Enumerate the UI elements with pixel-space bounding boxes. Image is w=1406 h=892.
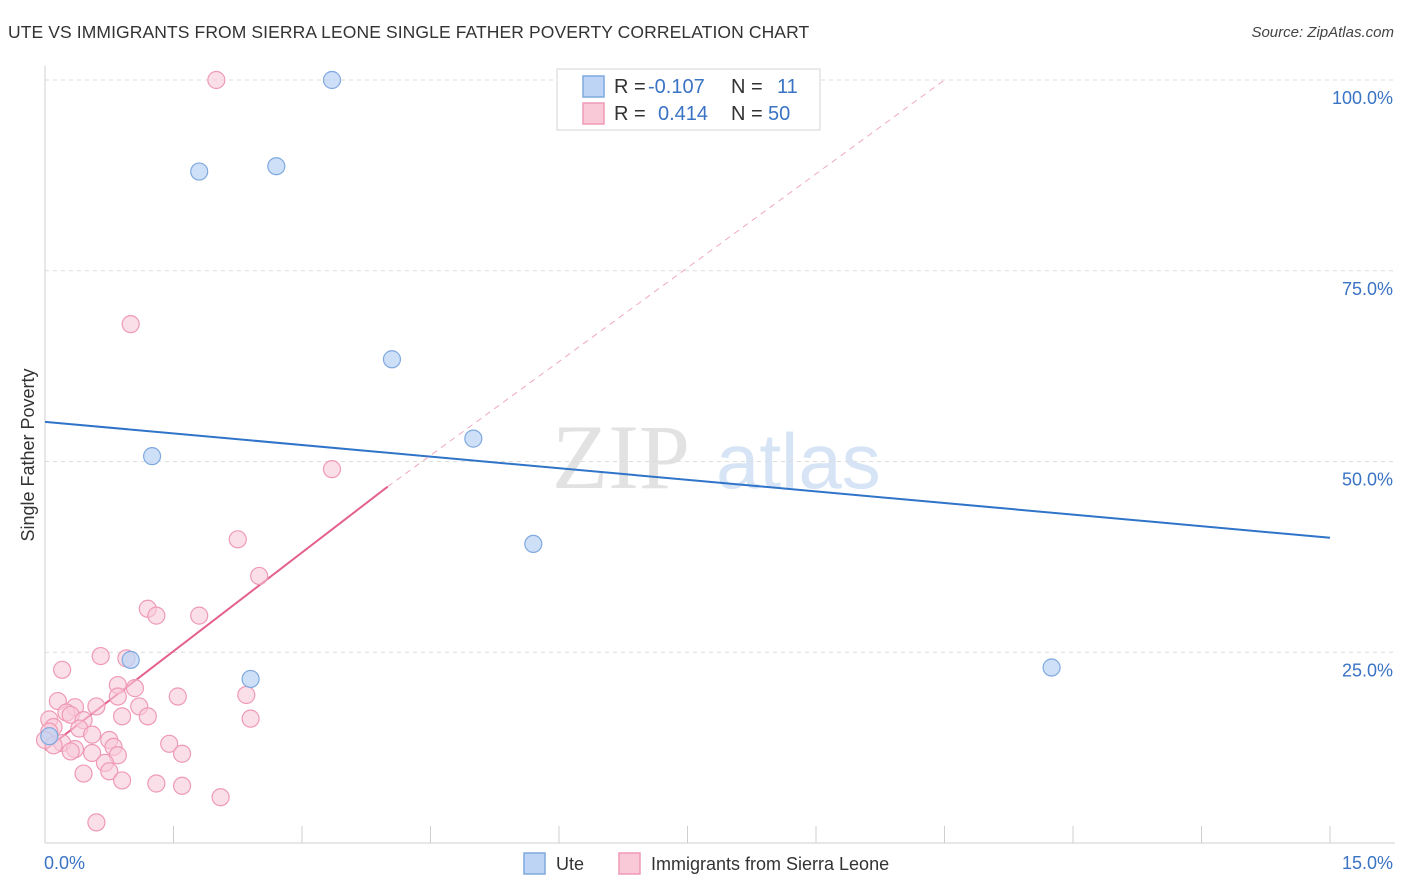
y-tick-label: 25.0% [1342, 660, 1393, 680]
sierra-leone-point [87, 697, 106, 716]
sierra-leone-point [91, 646, 110, 666]
ute-point [142, 447, 162, 466]
sierra-leone-point [83, 725, 102, 744]
ute-trend-line [44, 420, 1331, 539]
tick-labels: 100.0% 75.0% 50.0% 25.0% 0.0% 15.0% [44, 88, 1393, 873]
sierra-leone-point [190, 606, 209, 625]
legend-label-sierra-leone: Immigrants from Sierra Leone [651, 854, 889, 874]
gridlines [45, 79, 1395, 653]
sierra-leone-point [250, 566, 269, 586]
y-axis-label: Single Father Poverty [18, 368, 38, 541]
data-points [35, 70, 1061, 832]
stats-swatch-sierra-leone [582, 102, 605, 125]
sierra-leone-point [147, 606, 166, 625]
stats-n-value: 11 [777, 76, 798, 98]
ute-point [241, 669, 260, 689]
y-tick-label: 75.0% [1342, 279, 1393, 299]
sierra-leone-point [138, 707, 157, 726]
sierra-leone-point [112, 771, 132, 790]
sierra-leone-point [83, 743, 102, 763]
stats-box: R = -0.107 N = 11 R = 0.414 N = 50 [556, 68, 821, 131]
ute-point [40, 727, 59, 746]
ute-point [322, 70, 342, 90]
sierra-leone-trend-extension [387, 79, 945, 488]
watermark-zip: ZIP [552, 406, 690, 508]
ute-point [524, 534, 543, 554]
sierra-leone-point [61, 742, 80, 761]
stats-swatch-ute [582, 75, 605, 98]
sierra-leone-point [241, 709, 260, 728]
sierra-leone-point [322, 460, 342, 479]
sierra-leone-point [172, 744, 192, 763]
legend-label-ute: Ute [556, 854, 584, 874]
x-tick-label: 15.0% [1342, 853, 1393, 873]
sierra-leone-point [74, 764, 93, 783]
ute-point [464, 429, 483, 448]
sierra-leone-point [112, 707, 132, 726]
ute-point [121, 650, 140, 669]
sierra-leone-point [172, 776, 192, 795]
stats-n-value: 50 [768, 103, 790, 125]
stats-r-value: 0.414 [658, 103, 708, 125]
sierra-leone-point [160, 734, 179, 753]
ute-point [267, 157, 286, 176]
sierra-leone-point [228, 530, 247, 549]
legend-swatch-sierra-leone [618, 852, 641, 875]
sierra-leone-point [168, 687, 187, 706]
sierra-leone-point [125, 679, 145, 698]
sierra-leone-point [237, 685, 256, 705]
sierra-leone-point [121, 315, 140, 334]
stats-r-label: R = [614, 76, 646, 98]
x-tick-label: 0.0% [44, 853, 85, 873]
y-tick-label: 100.0% [1332, 88, 1393, 108]
stats-r-value: -0.107 [648, 76, 705, 98]
stats-r-label: R = [614, 103, 646, 125]
sierra-leone-point [100, 762, 119, 781]
ute-point [1042, 658, 1061, 677]
sierra-leone-point [87, 813, 106, 832]
legend-swatch-ute [523, 852, 546, 875]
source-label: Source: ZipAtlas.com [1251, 24, 1394, 41]
chart-title: UTE VS IMMIGRANTS FROM SIERRA LEONE SING… [8, 22, 810, 42]
legend: Ute Immigrants from Sierra Leone [523, 852, 889, 875]
sierra-leone-point [147, 774, 166, 793]
sierra-leone-point [53, 660, 72, 679]
ute-point [382, 350, 402, 369]
y-tick-label: 50.0% [1342, 470, 1393, 490]
sierra-leone-point [108, 687, 127, 706]
sierra-leone-point [211, 788, 230, 807]
stats-n-label: N = [731, 103, 763, 125]
ute-point [190, 162, 209, 181]
sierra-leone-point [207, 70, 226, 90]
stats-n-label: N = [731, 76, 763, 98]
